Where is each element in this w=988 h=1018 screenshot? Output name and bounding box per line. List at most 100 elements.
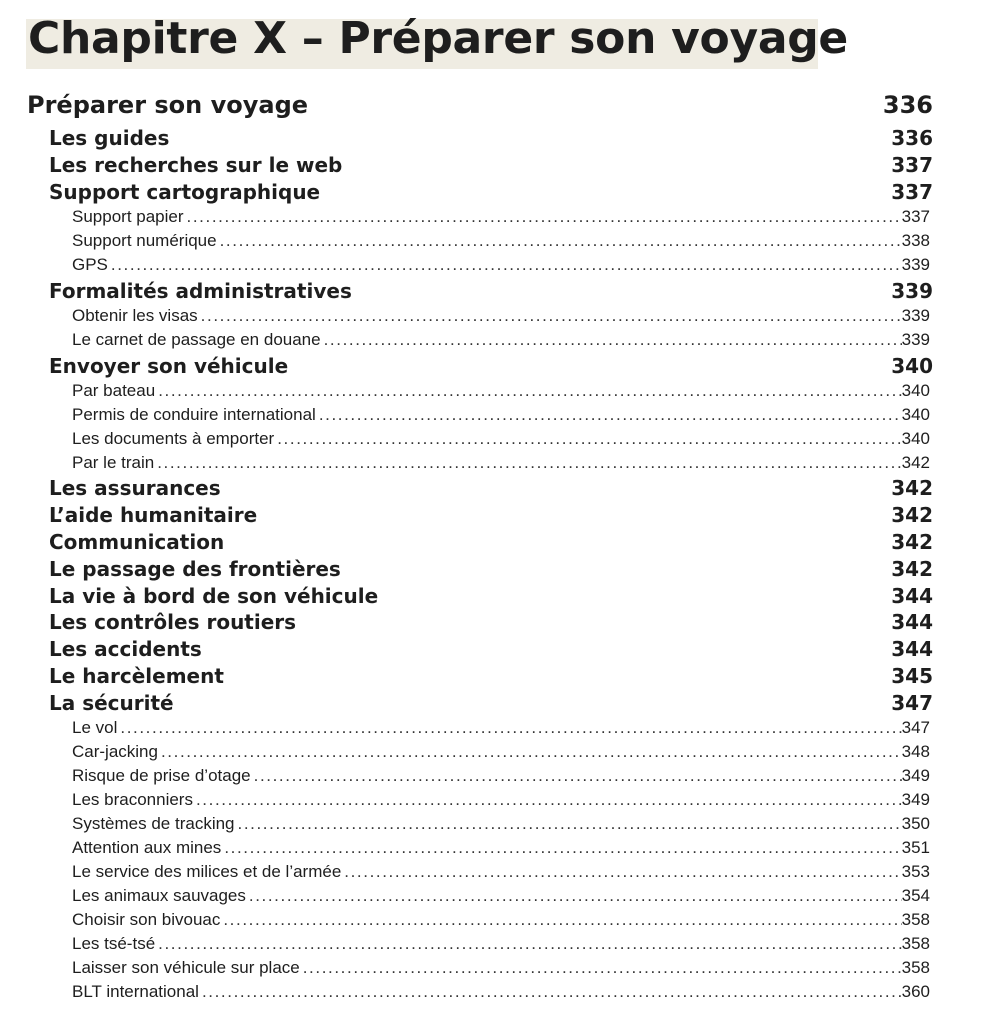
toc-entry-level-3[interactable]: Les animaux sauvages 354 (27, 884, 933, 908)
toc-entry-page: 337 (891, 153, 933, 178)
toc-entry-level-3[interactable]: Laisser son véhicule sur place 358 (27, 956, 933, 980)
dot-leader (158, 742, 902, 762)
toc-entry-page: 342 (891, 476, 933, 501)
toc-entry-page: 340 (901, 404, 930, 424)
toc-entry-level-2[interactable]: L’aide humanitaire 342 (27, 502, 933, 529)
toc-entry-page: 358 (901, 958, 930, 978)
toc-entry-page: 360 (901, 982, 930, 1002)
toc-entry-level-3[interactable]: GPS 339 (27, 253, 933, 277)
toc-entry-page: 340 (901, 428, 930, 448)
toc-entry-page: 336 (882, 91, 933, 119)
toc-entry-label: Laisser son véhicule sur place (72, 958, 300, 978)
toc-entry-level-2[interactable]: Envoyer son véhicule 340 (27, 352, 933, 379)
toc-entry-label: Support papier (72, 207, 184, 227)
dot-leader (341, 862, 901, 882)
toc-entry-level-3[interactable]: Les documents à emporter 340 (27, 427, 933, 451)
toc-entry-level-2[interactable]: Communication 342 (27, 529, 933, 556)
toc-entry-label: Les braconniers (72, 790, 193, 810)
toc-entry-label: Le service des milices et de l’armée (72, 862, 342, 882)
toc-entry-label: Les contrôles routiers (49, 610, 297, 635)
dot-leader (108, 255, 902, 275)
dot-leader (117, 718, 901, 738)
toc-entry-page: 344 (891, 610, 933, 635)
toc-entry-level-2[interactable]: Formalités administratives 339 (27, 277, 933, 304)
toc-entry-page: 344 (891, 637, 933, 662)
toc-entry-level-2[interactable]: Le passage des frontières 342 (27, 555, 933, 582)
toc-entry-level-3[interactable]: Les tsé-tsé 358 (27, 932, 933, 956)
toc-entry-level-3[interactable]: Choisir son bivouac 358 (27, 908, 933, 932)
toc-entry-label: Envoyer son véhicule (49, 353, 289, 378)
toc-entry-page: 342 (891, 503, 933, 528)
dot-leader (220, 910, 901, 930)
toc-entry-level-2[interactable]: Les assurances 342 (27, 475, 933, 502)
toc-entry-level-3[interactable]: Risque de prise d’otage 349 (27, 764, 933, 788)
toc-entry-page: 358 (901, 934, 930, 954)
toc-entry-level-2[interactable]: Le harcèlement 345 (27, 663, 933, 690)
dot-leader (217, 231, 902, 251)
toc-entry-label: Le vol (72, 718, 118, 738)
toc-entry-page: 340 (891, 353, 933, 378)
toc-entry-page: 349 (901, 790, 930, 810)
toc-entry-level-3[interactable]: Les braconniers 349 (27, 788, 933, 812)
toc-entry-label: Permis de conduire international (72, 404, 316, 424)
toc-entry-level-3[interactable]: Le vol 347 (27, 716, 933, 740)
toc-entry-label: Les tsé-tsé (72, 934, 156, 954)
toc-entry-label: GPS (72, 255, 108, 275)
toc-entry-page: 342 (891, 529, 933, 554)
toc-entry-level-3[interactable]: Attention aux mines 351 (27, 836, 933, 860)
dot-leader (251, 766, 902, 786)
dot-leader (274, 429, 901, 449)
toc-entry-level-3[interactable]: Obtenir les visas 339 (27, 304, 933, 328)
toc-entry-level-3[interactable]: Par le train 342 (27, 451, 933, 475)
toc-entry-label: Le harcèlement (49, 663, 224, 688)
toc-entry-page: 349 (901, 766, 930, 786)
toc-entry-level-2[interactable]: La sécurité 347 (27, 689, 933, 716)
toc-entry-page: 338 (901, 231, 930, 251)
toc-entry-level-3[interactable]: Support numérique 338 (27, 229, 933, 253)
toc-entry-page: 342 (891, 556, 933, 581)
toc-entry-level-3[interactable]: BLT international 360 (27, 980, 933, 1004)
dot-leader (155, 934, 901, 954)
toc-entry-level-2[interactable]: Les accidents 344 (27, 636, 933, 663)
toc-entry-level-2[interactable]: Les contrôles routiers 344 (27, 609, 933, 636)
toc-entry-label: Les documents à emporter (72, 428, 275, 448)
toc-entry-page: 337 (891, 179, 933, 204)
dot-leader (221, 838, 901, 858)
toc-entry-label: La vie à bord de son véhicule (49, 583, 379, 608)
toc-entry-level-3[interactable]: Support papier 337 (27, 205, 933, 229)
toc-entry-page: 339 (901, 255, 930, 275)
toc-entry-level-2[interactable]: Les guides 336 (27, 125, 933, 152)
dot-leader (246, 886, 902, 906)
toc-entry-label: Préparer son voyage (27, 91, 309, 119)
toc-entry-level-2[interactable]: La vie à bord de son véhicule 344 (27, 582, 933, 609)
toc-entry-page: 337 (901, 207, 930, 227)
chapter-title: Chapitre X – Préparer son voyage (28, 13, 848, 64)
toc-entry-level-1[interactable]: Préparer son voyage 336 (27, 88, 933, 122)
toc-entry-label: Car-jacking (72, 742, 158, 762)
toc-entry-level-3[interactable]: Car-jacking 348 (27, 740, 933, 764)
toc-entry-label: Le passage des frontières (49, 556, 341, 581)
toc-entry-page: 342 (901, 452, 930, 472)
toc-entry-level-2[interactable]: Support cartographique 337 (27, 179, 933, 206)
toc-entry-page: 339 (891, 278, 933, 303)
toc-entry-page: 350 (901, 814, 930, 834)
toc-entry-label: Choisir son bivouac (72, 910, 221, 930)
dot-leader (235, 814, 902, 834)
toc-entry-level-3[interactable]: Systèmes de tracking 350 (27, 812, 933, 836)
toc-entry-level-2[interactable]: Les recherches sur le web 337 (27, 152, 933, 179)
toc-entry-level-3[interactable]: Permis de conduire international 340 (27, 403, 933, 427)
dot-leader (321, 330, 902, 350)
dot-leader (154, 453, 901, 473)
toc-entry-page: 347 (891, 690, 933, 715)
toc-entry-label: Systèmes de tracking (72, 814, 235, 834)
toc-entry-label: Risque de prise d’otage (72, 766, 251, 786)
toc-entry-level-3[interactable]: Le carnet de passage en douane 339 (27, 328, 933, 352)
toc-entry-page: 347 (901, 718, 930, 738)
toc-entry-page: 348 (901, 742, 930, 762)
toc-entry-label: La sécurité (49, 690, 174, 715)
toc-entry-page: 339 (901, 306, 930, 326)
toc-entry-label: Les guides (49, 126, 170, 151)
toc-entry-level-3[interactable]: Le service des milices et de l’armée 353 (27, 860, 933, 884)
toc-entry-label: Obtenir les visas (72, 306, 198, 326)
toc-entry-level-3[interactable]: Par bateau 340 (27, 379, 933, 403)
